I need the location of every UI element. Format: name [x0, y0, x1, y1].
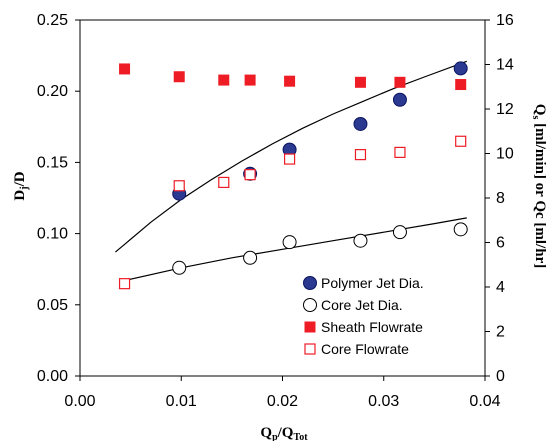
- sheath-flowrate-point: [119, 63, 131, 75]
- plot-border: [79, 19, 486, 377]
- y-right-tick-label: 2: [496, 324, 505, 341]
- legend-marker-core-flowrate: [304, 343, 316, 355]
- sheath-flowrate-point: [455, 79, 467, 91]
- core-flowrate-point: [118, 278, 131, 290]
- x-tick-label: 0.03: [368, 393, 399, 410]
- y-right-tick-label: 12: [496, 101, 514, 118]
- plot-frame: [79, 19, 486, 377]
- core-flowrate-point: [455, 135, 467, 147]
- axis-ticks: 0.00 0.01 0.02 0.03 0.04 0.00 0.05 0.10 0.15 0.20…: [37, 12, 514, 410]
- core-jet-point: [453, 222, 468, 237]
- y-left-tick-label: 0.10: [37, 226, 68, 243]
- legend: Polymer Jet Dia. Core Jet Dia. Sheath Fl…: [303, 275, 424, 357]
- y-axis-right-title: Qs [ml/min] or Qc [ml/hr]: [530, 104, 546, 268]
- sheath-flowrate-point: [284, 75, 296, 87]
- core-flowrate-point: [283, 153, 296, 165]
- polymer-jet-point: [453, 61, 468, 76]
- legend-label-polymer-jet: Polymer Jet Dia.: [321, 275, 424, 291]
- core-flowrate-point: [394, 146, 406, 158]
- y-right-tick-label: 0: [496, 368, 505, 385]
- core-jet-point: [282, 235, 297, 250]
- x-tick-label: 0.04: [469, 393, 500, 410]
- legend-label-sheath-flowrate: Sheath Flowrate: [321, 319, 423, 335]
- core-flowrate-point: [354, 149, 367, 161]
- y-left-tick-label: 0.25: [37, 12, 68, 29]
- y-left-tick-label: 0.05: [37, 297, 68, 314]
- sheath-flowrate-point: [218, 74, 230, 86]
- sheath-flowrate-point: [394, 76, 406, 88]
- y-axis-left-title: Dj/D: [12, 171, 30, 200]
- x-tick-label: 0.02: [267, 393, 298, 410]
- fit-line: [124, 217, 467, 282]
- y-right-tick-label: 10: [496, 146, 514, 163]
- x-tick-label: 0.00: [64, 393, 95, 410]
- y-left-tick-label: 0.15: [37, 154, 68, 171]
- y-right-tick-label: 4: [496, 279, 505, 296]
- core-jet-point: [353, 233, 368, 248]
- core-flowrate-point: [244, 169, 256, 181]
- y-right-tick-label: 8: [496, 190, 505, 207]
- core-jet-point: [392, 225, 407, 240]
- polymer-jet-point: [392, 92, 407, 107]
- sheath-flowrate-point: [173, 71, 185, 83]
- core-flowrate-point: [218, 176, 230, 189]
- y-right-tick-label: 16: [496, 12, 514, 29]
- legend-marker-sheath-flowrate: [304, 321, 316, 333]
- y-right-tick-label: 14: [496, 57, 514, 74]
- sheath-flowrate-point: [244, 74, 256, 86]
- x-tick-label: 0.01: [166, 393, 197, 410]
- x-axis-title: Qp/QTot: [260, 425, 308, 441]
- sheath-flowrate-point: [354, 76, 366, 88]
- data-points: [118, 61, 468, 290]
- core-jet-point: [243, 250, 258, 265]
- y-left-tick-label: 0.00: [37, 368, 68, 385]
- legend-label-core-jet: Core Jet Dia.: [321, 297, 403, 313]
- y-left-tick-label: 0.20: [37, 83, 68, 100]
- legend-marker-polymer-jet: [303, 276, 317, 290]
- y-right-tick-label: 6: [496, 235, 505, 252]
- legend-label-core-flowrate: Core Flowrate: [321, 341, 409, 357]
- legend-marker-core-jet: [303, 298, 317, 312]
- polymer-jet-point: [353, 116, 368, 131]
- core-flowrate-point: [173, 180, 185, 192]
- core-jet-point: [172, 260, 187, 275]
